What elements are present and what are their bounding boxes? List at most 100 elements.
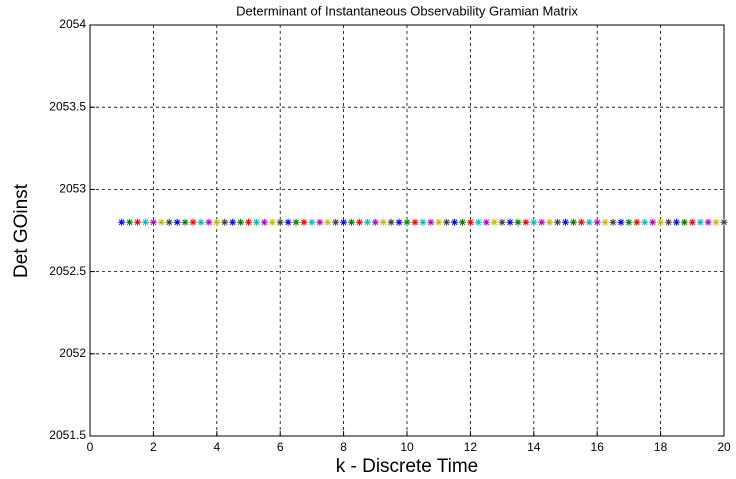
marker bbox=[490, 218, 498, 226]
marker bbox=[720, 218, 728, 226]
marker bbox=[466, 218, 474, 226]
marker bbox=[340, 218, 348, 226]
marker bbox=[411, 218, 419, 226]
marker bbox=[197, 218, 205, 226]
marker bbox=[577, 218, 585, 226]
marker bbox=[569, 218, 577, 226]
chart-title: Determinant of Instantaneous Observabili… bbox=[236, 3, 578, 18]
marker bbox=[688, 218, 696, 226]
marker bbox=[252, 218, 260, 226]
marker bbox=[649, 218, 657, 226]
marker bbox=[181, 218, 189, 226]
marker bbox=[657, 218, 665, 226]
marker bbox=[585, 218, 593, 226]
marker bbox=[633, 218, 641, 226]
marker bbox=[546, 218, 554, 226]
marker bbox=[625, 218, 633, 226]
marker bbox=[530, 218, 538, 226]
marker bbox=[205, 218, 213, 226]
marker bbox=[355, 218, 363, 226]
marker bbox=[593, 218, 601, 226]
x-axis-label: k - Discrete Time bbox=[336, 456, 479, 477]
x-tick-label: 18 bbox=[654, 440, 668, 454]
x-tick-label: 4 bbox=[213, 440, 220, 454]
marker bbox=[712, 218, 720, 226]
marker bbox=[435, 218, 443, 226]
marker bbox=[173, 218, 181, 226]
marker bbox=[601, 218, 609, 226]
marker bbox=[213, 218, 221, 226]
marker bbox=[165, 218, 173, 226]
marker bbox=[332, 218, 340, 226]
x-tick-label: 20 bbox=[717, 440, 731, 454]
marker bbox=[141, 218, 149, 226]
marker bbox=[451, 218, 459, 226]
marker bbox=[245, 218, 252, 226]
y-tick-label: 2054 bbox=[59, 17, 86, 31]
marker bbox=[403, 218, 411, 226]
marker bbox=[617, 218, 625, 226]
marker bbox=[118, 218, 126, 226]
marker bbox=[474, 218, 482, 226]
y-tick-label: 2053 bbox=[59, 182, 86, 196]
marker bbox=[665, 218, 673, 226]
marker bbox=[284, 218, 292, 226]
marker bbox=[522, 218, 530, 226]
marker bbox=[260, 218, 268, 226]
marker bbox=[221, 218, 229, 226]
marker bbox=[554, 218, 562, 226]
marker bbox=[149, 218, 157, 226]
marker bbox=[363, 218, 371, 226]
marker bbox=[126, 218, 134, 226]
marker bbox=[506, 218, 514, 226]
marker bbox=[268, 218, 276, 226]
x-tick-label: 8 bbox=[340, 440, 347, 454]
marker bbox=[371, 218, 379, 226]
marker bbox=[237, 218, 245, 226]
marker bbox=[458, 218, 466, 226]
marker bbox=[308, 218, 316, 226]
marker bbox=[157, 218, 165, 226]
marker bbox=[498, 218, 506, 226]
x-tick-label: 14 bbox=[527, 440, 541, 454]
marker bbox=[696, 218, 704, 226]
marker bbox=[609, 218, 617, 226]
marker bbox=[348, 218, 356, 226]
y-tick-label: 2051.5 bbox=[49, 428, 86, 442]
x-tick-label: 10 bbox=[400, 440, 414, 454]
marker bbox=[324, 218, 332, 226]
marker bbox=[704, 218, 712, 226]
marker bbox=[427, 218, 435, 226]
marker bbox=[482, 218, 490, 226]
marker bbox=[387, 218, 395, 226]
x-tick-label: 12 bbox=[464, 440, 478, 454]
marker bbox=[672, 218, 680, 226]
marker bbox=[395, 218, 403, 226]
marker bbox=[316, 218, 324, 226]
marker bbox=[379, 218, 387, 226]
x-tick-label: 0 bbox=[87, 440, 94, 454]
marker bbox=[641, 218, 649, 226]
marker bbox=[443, 218, 451, 226]
y-tick-label: 2052.5 bbox=[49, 264, 86, 278]
marker bbox=[680, 218, 688, 226]
marker bbox=[292, 218, 300, 226]
x-tick-label: 2 bbox=[150, 440, 157, 454]
y-axis-label: Det GOinst bbox=[11, 183, 32, 278]
marker bbox=[419, 218, 427, 226]
y-tick-label: 2053.5 bbox=[49, 99, 86, 113]
marker bbox=[134, 218, 142, 226]
y-tick-label: 2052 bbox=[59, 346, 86, 360]
marker bbox=[229, 218, 237, 226]
marker bbox=[300, 218, 308, 226]
marker bbox=[538, 218, 546, 226]
x-tick-label: 6 bbox=[277, 440, 284, 454]
marker bbox=[276, 218, 284, 226]
marker bbox=[514, 218, 522, 226]
x-tick-label: 16 bbox=[591, 440, 605, 454]
marker bbox=[562, 218, 569, 226]
plot-frame bbox=[89, 24, 725, 437]
marker bbox=[189, 218, 197, 226]
